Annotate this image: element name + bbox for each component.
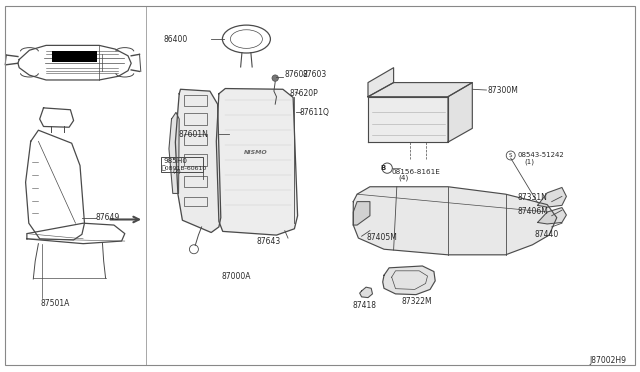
Text: 08156-8161E: 08156-8161E [392, 169, 440, 175]
Text: 87322M: 87322M [402, 297, 433, 306]
Bar [184, 176, 207, 187]
Polygon shape [216, 89, 298, 235]
Polygon shape [353, 187, 557, 255]
Text: ⓝ0891B-60610: ⓝ0891B-60610 [162, 165, 207, 171]
Text: 87300M: 87300M [488, 86, 518, 95]
Text: (4): (4) [398, 174, 408, 181]
Polygon shape [538, 208, 566, 224]
Text: J87002H9: J87002H9 [589, 356, 626, 365]
Text: 87602: 87602 [285, 70, 309, 79]
Text: (2): (2) [173, 169, 182, 174]
Text: 985H0: 985H0 [164, 158, 188, 164]
Bar [184, 134, 207, 145]
Text: 87649: 87649 [96, 213, 120, 222]
Polygon shape [368, 68, 394, 97]
Text: 87601N: 87601N [179, 130, 209, 139]
Text: (1): (1) [525, 158, 535, 165]
Bar [184, 154, 207, 166]
Bar [184, 197, 207, 206]
Text: 87331N: 87331N [517, 193, 547, 202]
Text: 87418: 87418 [353, 301, 377, 310]
Text: 87406M: 87406M [517, 207, 548, 216]
Bar [184, 113, 207, 125]
Text: 87405M: 87405M [366, 233, 397, 242]
Bar [52, 51, 97, 62]
Polygon shape [360, 287, 372, 298]
Text: 87501A: 87501A [40, 299, 70, 308]
Text: 86400: 86400 [163, 35, 188, 44]
Bar [161, 157, 203, 172]
Polygon shape [368, 83, 472, 97]
Text: 08543-51242: 08543-51242 [517, 153, 564, 158]
Text: B: B [380, 165, 385, 171]
Polygon shape [175, 89, 221, 232]
Polygon shape [169, 112, 179, 193]
Text: 87611Q: 87611Q [300, 108, 330, 117]
Polygon shape [538, 187, 566, 207]
Text: 87620P: 87620P [289, 89, 318, 98]
Polygon shape [448, 83, 472, 142]
Circle shape [272, 75, 278, 81]
Text: NISMO: NISMO [244, 150, 268, 155]
Bar [184, 95, 207, 106]
Polygon shape [368, 97, 448, 142]
Text: 87643: 87643 [256, 237, 280, 246]
Polygon shape [383, 266, 435, 295]
Polygon shape [353, 202, 370, 225]
Text: 87440: 87440 [534, 230, 559, 239]
Text: S: S [509, 153, 513, 158]
Text: 87603: 87603 [303, 70, 327, 79]
Text: 87000A: 87000A [221, 272, 251, 280]
